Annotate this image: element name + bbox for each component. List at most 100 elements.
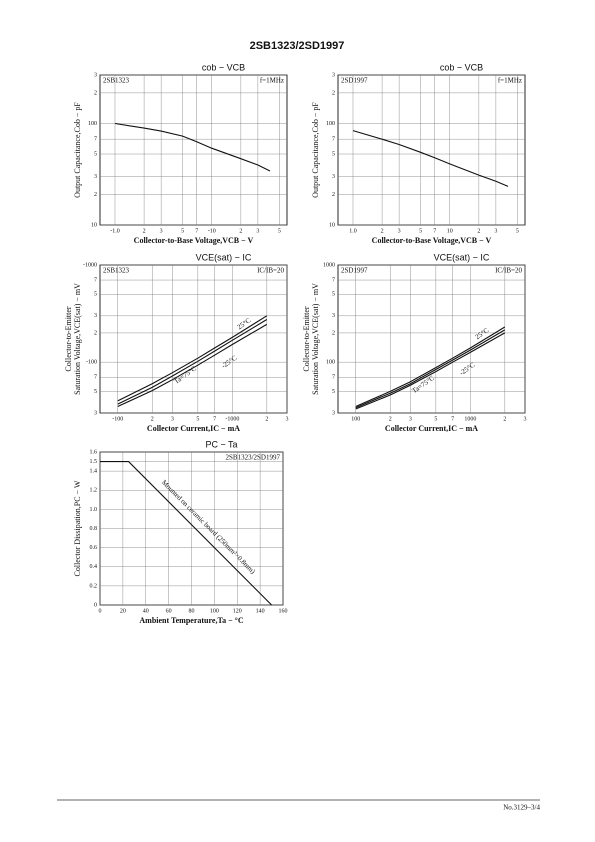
x-tick-label: 2 bbox=[151, 416, 154, 422]
plot-frame bbox=[99, 264, 288, 414]
x-axis-label: Ambient Temperature,Ta − °C bbox=[139, 616, 243, 625]
data-line bbox=[114, 122, 271, 172]
y-tick-label: 5 bbox=[94, 389, 97, 395]
y-tick-label: 2 bbox=[94, 330, 97, 336]
x-tick-label: 7 bbox=[213, 416, 216, 422]
y-tick-label: 0.8 bbox=[90, 526, 98, 532]
y-tick-label: 3 bbox=[94, 174, 97, 180]
y-tick-label: 1000 bbox=[323, 262, 335, 268]
footer-text: No.3129–3/4 bbox=[503, 804, 540, 812]
y-axis-label: Output Capacitance,Cob − pF bbox=[311, 102, 320, 198]
y-tick-label: 5 bbox=[332, 151, 335, 157]
y-tick-label: 2 bbox=[332, 90, 335, 96]
y-tick-label: 3 bbox=[94, 410, 97, 416]
device-label: 2SD1997 bbox=[341, 77, 368, 85]
chart-title: PC − Ta bbox=[205, 439, 237, 449]
x-tick-label: 100 bbox=[351, 416, 360, 422]
x-tick-label: 5 bbox=[434, 416, 437, 422]
y-tick-label: 5 bbox=[332, 389, 335, 395]
x-tick-label: 2 bbox=[477, 228, 480, 234]
y-axis-label: Collector-to-Emitter bbox=[302, 306, 311, 371]
y-tick-label: 3 bbox=[94, 72, 97, 78]
y-tick-label: 0.6 bbox=[90, 545, 98, 551]
page-title: 2SB1323/2SD1997 bbox=[250, 40, 345, 52]
x-tick-label: 5 bbox=[419, 228, 422, 234]
y-tick-label: 2 bbox=[332, 192, 335, 198]
x-tick-label: 1000 bbox=[464, 416, 476, 422]
y-tick-label: 2 bbox=[94, 90, 97, 96]
x-tick-label: 2 bbox=[265, 416, 268, 422]
x-tick-label: 60 bbox=[166, 608, 172, 614]
y-tick-label: 3 bbox=[332, 174, 335, 180]
y-tick-label: 1.0 bbox=[90, 507, 98, 513]
y-tick-label: 7 bbox=[94, 277, 97, 283]
data-line bbox=[117, 315, 268, 402]
data-line bbox=[355, 329, 506, 409]
y-axis-label: Collector Dissipation,PC − W bbox=[73, 480, 82, 576]
device-label: 2SD1997 bbox=[341, 267, 368, 275]
x-tick-label: 2 bbox=[143, 228, 146, 234]
y-tick-label: 0 bbox=[94, 602, 97, 608]
device-label: 2SB1323/2SD1997 bbox=[226, 454, 281, 462]
series-label: -25°C bbox=[220, 354, 239, 370]
plot-frame bbox=[99, 74, 288, 226]
y-tick-label: 7 bbox=[332, 277, 335, 283]
data-line bbox=[117, 319, 268, 405]
data-line bbox=[355, 326, 506, 408]
x-tick-label: 5 bbox=[181, 228, 184, 234]
x-axis-label: Collector-to-Base Voltage,VCB − V bbox=[134, 236, 254, 245]
condition-note: IC/IB=20 bbox=[257, 267, 284, 275]
y-tick-label: -1000 bbox=[83, 262, 97, 268]
y-tick-label: 1.6 bbox=[90, 449, 98, 455]
x-tick-label: 7 bbox=[451, 416, 454, 422]
plot-frame bbox=[337, 74, 526, 226]
y-tick-label: 100 bbox=[326, 121, 335, 127]
chart-title: cob − VCB bbox=[440, 62, 483, 72]
x-axis-label: Collector Current,IC − mA bbox=[385, 424, 478, 433]
y-tick-label: 5 bbox=[332, 292, 335, 298]
x-tick-label: 3 bbox=[256, 228, 259, 234]
chart-title: VCE(sat) − IC bbox=[434, 252, 490, 262]
y-tick-label: 10 bbox=[329, 222, 335, 228]
x-tick-label: 5 bbox=[196, 416, 199, 422]
x-tick-label: 5 bbox=[516, 228, 519, 234]
x-tick-label: 40 bbox=[143, 608, 149, 614]
y-tick-label: 0.4 bbox=[90, 564, 98, 570]
data-line bbox=[117, 323, 268, 407]
x-tick-label: 3 bbox=[409, 416, 412, 422]
condition-note: f=1MHz bbox=[260, 77, 284, 85]
y-tick-label: 3 bbox=[332, 410, 335, 416]
y-tick-label: 7 bbox=[332, 375, 335, 381]
device-label: 2SB1323 bbox=[103, 267, 130, 275]
data-line bbox=[352, 130, 509, 187]
y-axis-label: Saturation Voltage,VCE(sat) − mV bbox=[73, 283, 82, 395]
device-label: 2SB1323 bbox=[103, 77, 130, 85]
x-tick-label: 1.0 bbox=[349, 228, 357, 234]
x-tick-label: 3 bbox=[160, 228, 163, 234]
x-axis-label: Collector Current,IC − mA bbox=[147, 424, 240, 433]
chart-title: VCE(sat) − IC bbox=[196, 252, 252, 262]
x-tick-label: -10 bbox=[208, 228, 216, 234]
y-tick-label: 1.5 bbox=[90, 459, 98, 465]
series-label: -25°C bbox=[458, 361, 477, 377]
condition-note: f=1MHz bbox=[498, 77, 522, 85]
y-axis-label: Output Capacitance,Cob − pF bbox=[73, 102, 82, 198]
y-axis-label: Collector-to-Emitter bbox=[64, 306, 73, 371]
y-tick-label: 2 bbox=[94, 192, 97, 198]
x-tick-label: 80 bbox=[189, 608, 195, 614]
y-tick-label: 0.2 bbox=[90, 583, 98, 589]
y-tick-label: 1.2 bbox=[90, 488, 98, 494]
x-tick-label: 2 bbox=[381, 228, 384, 234]
x-tick-label: 2 bbox=[389, 416, 392, 422]
y-tick-label: -100 bbox=[86, 360, 97, 366]
x-axis-label: Collector-to-Base Voltage,VCB − V bbox=[372, 236, 492, 245]
x-tick-label: -1000 bbox=[225, 416, 239, 422]
x-tick-label: -1.0 bbox=[110, 228, 120, 234]
x-tick-label: 2 bbox=[239, 228, 242, 234]
x-tick-label: -100 bbox=[112, 416, 123, 422]
annotation: Mounted on ceramic board (250mm²×0.8mm) bbox=[160, 478, 257, 576]
plot-frame bbox=[337, 264, 526, 414]
series-label: 25°C bbox=[474, 326, 491, 341]
x-tick-label: 3 bbox=[398, 228, 401, 234]
